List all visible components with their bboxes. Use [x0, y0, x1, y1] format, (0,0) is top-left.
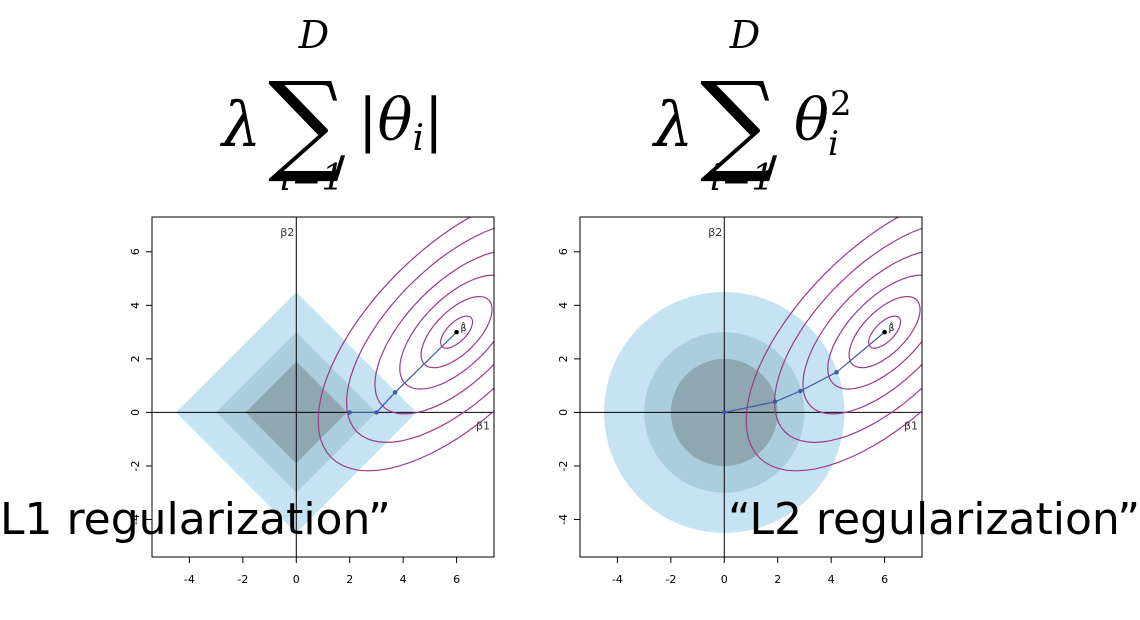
x-tick-label: 2 — [346, 573, 353, 586]
y-axis-label: β2 — [280, 226, 294, 239]
formula-l2-lower: i=1 — [710, 158, 775, 199]
formula-l1-lambda: λ — [219, 88, 261, 161]
chart-l1: β̂ β2 β1 -4 -2 0 2 4 6 -4 -2 0 2 4 6 — [129, 216, 495, 586]
caption-l1: L1 regularization” — [0, 494, 391, 545]
formula-l2: λ D ∑ i=1 θ 2 i — [651, 13, 870, 199]
y-tick-label: 4 — [557, 302, 570, 309]
plot-area: β̂ — [580, 217, 922, 557]
path-point — [374, 410, 379, 415]
path-point — [798, 388, 803, 394]
caption-l2: “L2 regularization” — [728, 494, 1140, 545]
beta-hat-label: β̂ — [889, 321, 895, 334]
formula-l2-term-sub: i — [828, 124, 839, 164]
beta-hat-label: β̂ — [461, 321, 467, 334]
x-tick-label: 0 — [293, 573, 300, 586]
x-tick-label: 4 — [400, 573, 407, 586]
x-tick-label: 6 — [881, 573, 888, 586]
x-axis-label: β1 — [476, 419, 490, 432]
y-tick-label: 4 — [129, 302, 142, 309]
y-tick-label: 2 — [129, 355, 142, 362]
formula-l2-upper: D — [729, 13, 760, 57]
y-tick-label: -4 — [129, 514, 142, 525]
path-point — [834, 370, 839, 375]
solution-path — [349, 331, 458, 414]
beta-hat-point — [882, 329, 887, 335]
formula-l1: λ D ∑ i=1 |θi| — [219, 13, 444, 199]
y-tick-label: -2 — [129, 460, 142, 471]
plot-frame — [151, 216, 495, 558]
x-axis-label: β1 — [904, 419, 918, 432]
y-tick-label: -2 — [557, 460, 570, 471]
formula-l2-term-sup: 2 — [830, 84, 852, 124]
x-tick-label: -2 — [665, 573, 676, 586]
beta-hat-point — [454, 329, 459, 335]
x-tick-label: -4 — [612, 573, 623, 586]
formula-l1-term-close: | — [424, 86, 444, 154]
y-axis-label: β2 — [708, 226, 722, 239]
contour-line — [802, 251, 922, 415]
y-tick-label: 0 — [557, 409, 570, 416]
x-tick-label: -4 — [184, 573, 195, 586]
contour-line — [345, 227, 494, 444]
y-tick-label: 6 — [557, 248, 570, 255]
contour-line — [827, 274, 922, 390]
formula-l1-term-open: |θ — [358, 86, 412, 154]
contour-line — [867, 315, 902, 349]
formula-l1-sum: ∑ — [268, 58, 347, 186]
contour-line — [773, 227, 922, 444]
x-tick-label: 4 — [828, 573, 835, 586]
contour-line — [399, 274, 494, 390]
formula-l1-upper: D — [298, 13, 329, 57]
path-point — [772, 399, 778, 404]
x-tick-label: 0 — [721, 573, 728, 586]
plot-area: β̂ — [152, 217, 494, 557]
contour-line — [317, 217, 494, 472]
y-tick-label: -4 — [557, 514, 570, 525]
chart-l2: β̂ β2 β1 -4 -2 0 2 4 6 -4 -2 0 2 4 6 — [557, 216, 923, 586]
x-tick-label: 6 — [453, 573, 460, 586]
contour-line — [848, 295, 921, 369]
formula-l1-term-sub: i — [412, 118, 424, 159]
path-point — [392, 390, 398, 395]
y-tick-label: 0 — [129, 409, 142, 416]
formula-l1-lower: i=1 — [280, 158, 345, 199]
formula-l2-term-base: θ — [794, 86, 829, 154]
path-point — [347, 410, 352, 415]
path-point — [722, 410, 727, 415]
plot-frame — [579, 216, 923, 558]
formula-l1-term: |θi| — [358, 86, 444, 159]
y-tick-label: 2 — [557, 355, 570, 362]
formula-l2-term: θ 2 i — [794, 61, 870, 164]
x-tick-label: 2 — [774, 573, 781, 586]
contour-line — [745, 217, 922, 472]
y-tick-label: 6 — [129, 248, 142, 255]
x-tick-label: -2 — [237, 573, 248, 586]
formula-l2-sum: ∑ — [700, 58, 779, 186]
formula-l2-lambda: λ — [651, 88, 693, 161]
